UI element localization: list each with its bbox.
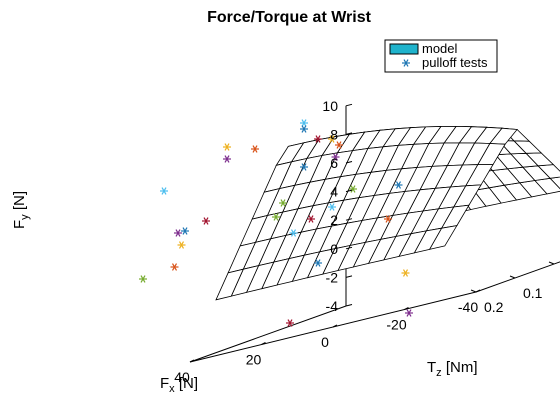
pulloff-point	[279, 199, 287, 207]
pulloff-point	[349, 185, 357, 193]
y-axis-label: Fy [N]	[11, 191, 31, 229]
pulloff-point	[223, 143, 231, 151]
legend-asterisk-icon	[402, 59, 410, 67]
legend-label-model: model	[422, 41, 458, 56]
x-axis-line	[189, 305, 347, 363]
pulloff-point	[202, 217, 210, 225]
x-tick	[189, 359, 195, 363]
y-tick-label: 4	[330, 184, 338, 200]
x-tick-label: 40	[174, 369, 190, 385]
x-tick	[404, 307, 409, 310]
pulloff-point	[328, 135, 336, 143]
x-tick-label: -40	[458, 299, 478, 315]
x-tick	[332, 324, 338, 328]
z-tick	[509, 275, 516, 279]
model-surface	[215, 125, 560, 301]
x-tick-label: 20	[246, 352, 262, 368]
x-tick	[475, 289, 481, 293]
x-tick-label: 0	[321, 334, 329, 350]
x-tick	[261, 342, 266, 345]
pulloff-point	[394, 181, 403, 189]
z-axis-label: Tz [Nm]	[427, 359, 478, 379]
y-tick	[345, 103, 353, 107]
z-tick	[548, 261, 555, 265]
z-tick-label: 0.1	[523, 285, 543, 301]
pulloff-point	[286, 319, 294, 327]
legend: model pulloff tests	[384, 39, 498, 73]
x-tick-label: -20	[386, 317, 406, 333]
pulloff-point	[300, 163, 308, 171]
surface-patch	[215, 268, 244, 301]
z-axis-line	[475, 261, 560, 293]
chart-title: Force/Torque at Wrist	[207, 9, 372, 26]
pulloff-point	[251, 145, 259, 153]
pulloff-point	[160, 187, 168, 195]
y-tick	[345, 246, 353, 250]
pulloff-point	[314, 135, 322, 143]
pulloff-point	[177, 241, 186, 249]
y-tick	[345, 304, 353, 307]
pulloff-point	[289, 229, 298, 237]
y-tick	[345, 275, 353, 278]
pulloff-point	[174, 229, 182, 237]
y-tick	[345, 132, 353, 135]
y-tick	[345, 189, 353, 193]
pulloff-point	[335, 141, 343, 149]
y-tick-label: -2	[326, 269, 339, 285]
legend-label-pulloff: pulloff tests	[422, 55, 488, 70]
pulloff-point	[300, 119, 308, 127]
pulloff-point	[272, 213, 280, 221]
y-tick	[345, 218, 353, 221]
pulloff-point	[181, 227, 189, 235]
legend-model-swatch	[389, 43, 419, 55]
pulloff-point	[405, 309, 413, 317]
pulloff-point	[223, 155, 231, 163]
y-tick-label: 8	[330, 126, 338, 142]
legend-asterisk-icon	[402, 59, 410, 67]
pulloff-points	[139, 119, 413, 327]
y-tick-label: -4	[326, 298, 339, 314]
pulloff-point	[314, 259, 322, 267]
pulloff-point	[384, 215, 392, 223]
pulloff-point	[328, 203, 336, 211]
pulloff-point	[300, 125, 308, 133]
pulloff-point	[401, 269, 410, 277]
z-tick-label: 0.2	[484, 299, 504, 315]
pulloff-point	[139, 275, 147, 283]
y-tick-label: 2	[330, 212, 338, 228]
y-tick-label: 0	[330, 241, 338, 257]
z-tick	[470, 289, 477, 293]
pulloff-point	[170, 263, 179, 271]
x-axis-label: Fx [N]	[160, 375, 198, 395]
y-tick	[345, 161, 353, 164]
y-tick-label: 10	[322, 98, 338, 114]
pulloff-point	[307, 215, 315, 223]
pulloff-point	[331, 153, 340, 161]
y-tick-label: 6	[330, 155, 338, 171]
